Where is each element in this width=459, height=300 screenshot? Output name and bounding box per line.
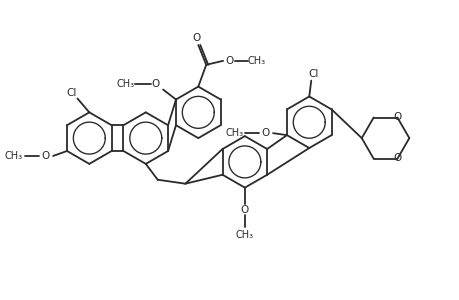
Text: CH₃: CH₃: [225, 128, 243, 138]
Text: O: O: [392, 112, 401, 122]
Text: CH₃: CH₃: [116, 79, 134, 88]
Text: O: O: [392, 153, 401, 163]
Text: O: O: [240, 206, 248, 215]
Text: O: O: [41, 151, 49, 161]
Text: CH₃: CH₃: [247, 56, 265, 66]
Text: O: O: [225, 56, 234, 66]
Text: O: O: [192, 33, 200, 43]
Text: Cl: Cl: [308, 69, 318, 79]
Text: Cl: Cl: [66, 88, 77, 98]
Text: CH₃: CH₃: [235, 230, 253, 240]
Text: O: O: [151, 79, 159, 88]
Text: CH₃: CH₃: [5, 151, 22, 161]
Text: O: O: [260, 128, 269, 138]
